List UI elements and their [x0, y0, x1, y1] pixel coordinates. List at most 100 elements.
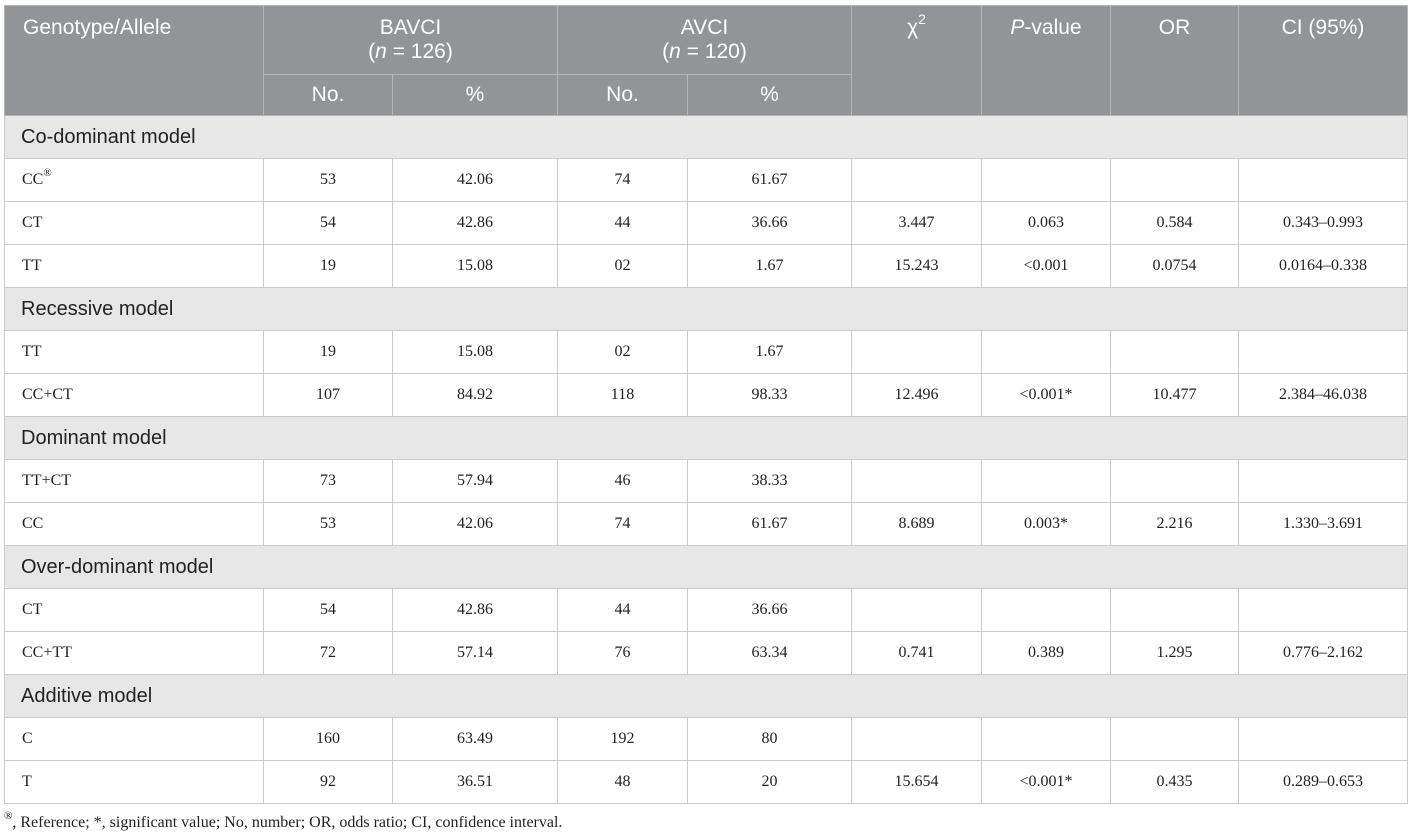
group-count: = 126) [386, 40, 453, 63]
row-label: TT+CT [4, 459, 264, 503]
cell [1110, 588, 1239, 632]
section-row: Dominant model [4, 416, 1408, 460]
cell [981, 717, 1111, 761]
header-cell: % [392, 74, 558, 116]
cell: 0.289–0.653 [1238, 760, 1408, 804]
cell: 57.94 [392, 459, 558, 503]
cell [981, 588, 1111, 632]
label-text: CC+TT [22, 644, 72, 661]
cell: 54 [263, 201, 393, 245]
cell: 72 [263, 631, 393, 675]
data-row: TT 19 15.08 02 1.67 15.243 <0.001 0.0754 0.0164–… [4, 244, 1408, 288]
cell [851, 158, 982, 202]
cell: 20 [687, 760, 852, 804]
section-title: Co-dominant model [4, 115, 1408, 159]
cell: 0.584 [1110, 201, 1239, 245]
label-text: TT [22, 257, 42, 274]
section-title: Over-dominant model [4, 545, 1408, 589]
data-row: TT 19 15.08 02 1.67 [4, 330, 1408, 374]
label-text: CC [22, 515, 44, 532]
cell: 61.67 [687, 502, 852, 546]
cell: 1.295 [1110, 631, 1239, 675]
cell [1110, 330, 1239, 374]
section-row: Recessive model [4, 287, 1408, 331]
footnote-text: , Reference; *, significant value; No, n… [12, 814, 563, 831]
cell: 76 [557, 631, 688, 675]
data-row: CT 54 42.86 44 36.66 3.447 0.063 0.584 0.343–0.9… [4, 201, 1408, 245]
cell: 0.0754 [1110, 244, 1239, 288]
header-cell: P-value [981, 5, 1111, 116]
cell: 192 [557, 717, 688, 761]
label-text: C [22, 730, 33, 747]
section-row: Additive model [4, 674, 1408, 718]
row-label: CC+TT [4, 631, 264, 675]
cell: 44 [557, 588, 688, 632]
table-body: Co-dominant model CC® 53 42.06 74 61.67 CT 54 42… [4, 115, 1408, 804]
header-cell: χ2 [851, 5, 982, 116]
cell [851, 717, 982, 761]
cell: 0.389 [981, 631, 1111, 675]
cell: 118 [557, 373, 688, 417]
cell: 1.330–3.691 [1238, 502, 1408, 546]
group-name: AVCI [680, 16, 729, 39]
cell: 8.689 [851, 502, 982, 546]
cell: 53 [263, 502, 393, 546]
group-open: ( [662, 40, 670, 63]
cell [1110, 158, 1239, 202]
cell: 1.67 [687, 244, 852, 288]
cell [1238, 717, 1408, 761]
cell: 48 [557, 760, 688, 804]
cell: <0.001* [981, 373, 1111, 417]
row-label: CC+CT [4, 373, 264, 417]
cell: 15.08 [392, 244, 558, 288]
cell: 0.776–2.162 [1238, 631, 1408, 675]
chi-exp: 2 [918, 11, 926, 27]
row-label: CT [4, 201, 264, 245]
data-row: TT+CT 73 57.94 46 38.33 [4, 459, 1408, 503]
cell: 1.67 [687, 330, 852, 374]
row-label: TT [4, 330, 264, 374]
data-table: Genotype/Allele BAVCI (n = 126) AVCI (n = … [4, 5, 1408, 804]
cell: 107 [263, 373, 393, 417]
label-text: TT [22, 343, 42, 360]
label-text: T [22, 773, 32, 790]
header-cell: BAVCI (n = 126) [263, 5, 558, 75]
cell: 0.003* [981, 502, 1111, 546]
data-row: T 92 36.51 48 20 15.654 <0.001* 0.435 0.289–0.65… [4, 760, 1408, 804]
data-row: CC 53 42.06 74 61.67 8.689 0.003* 2.216 1.330–3.… [4, 502, 1408, 546]
group-count: = 120) [680, 40, 747, 63]
cell: 80 [687, 717, 852, 761]
group-name: BAVCI [379, 16, 442, 39]
header-cell: No. [263, 74, 393, 116]
section-row: Over-dominant model [4, 545, 1408, 589]
header-cell: OR [1110, 5, 1239, 116]
cell: 42.06 [392, 502, 558, 546]
cell: 54 [263, 588, 393, 632]
cell: <0.001 [981, 244, 1111, 288]
cell: 44 [557, 201, 688, 245]
cell: 63.34 [687, 631, 852, 675]
group-n: n [669, 40, 681, 63]
cell: 84.92 [392, 373, 558, 417]
cell: <0.001* [981, 760, 1111, 804]
label-text: TT+CT [22, 472, 72, 489]
cell [981, 330, 1111, 374]
cell: 57.14 [392, 631, 558, 675]
cell: 19 [263, 330, 393, 374]
table-wrap: Genotype/Allele BAVCI (n = 126) AVCI (n = … [4, 5, 1408, 804]
cell [1110, 459, 1239, 503]
cell: 15.08 [392, 330, 558, 374]
chi: χ [907, 16, 919, 39]
cell [1238, 158, 1408, 202]
cell: 0.435 [1110, 760, 1239, 804]
cell: 15.243 [851, 244, 982, 288]
cell: 98.33 [687, 373, 852, 417]
cell: 53 [263, 158, 393, 202]
label-sup: ® [43, 167, 52, 179]
cell: 160 [263, 717, 393, 761]
header-cell: Genotype/Allele [4, 5, 264, 116]
cell: 42.06 [392, 158, 558, 202]
cell: 2.384–46.038 [1238, 373, 1408, 417]
cell: 02 [557, 244, 688, 288]
header-cell: No. [557, 74, 688, 116]
